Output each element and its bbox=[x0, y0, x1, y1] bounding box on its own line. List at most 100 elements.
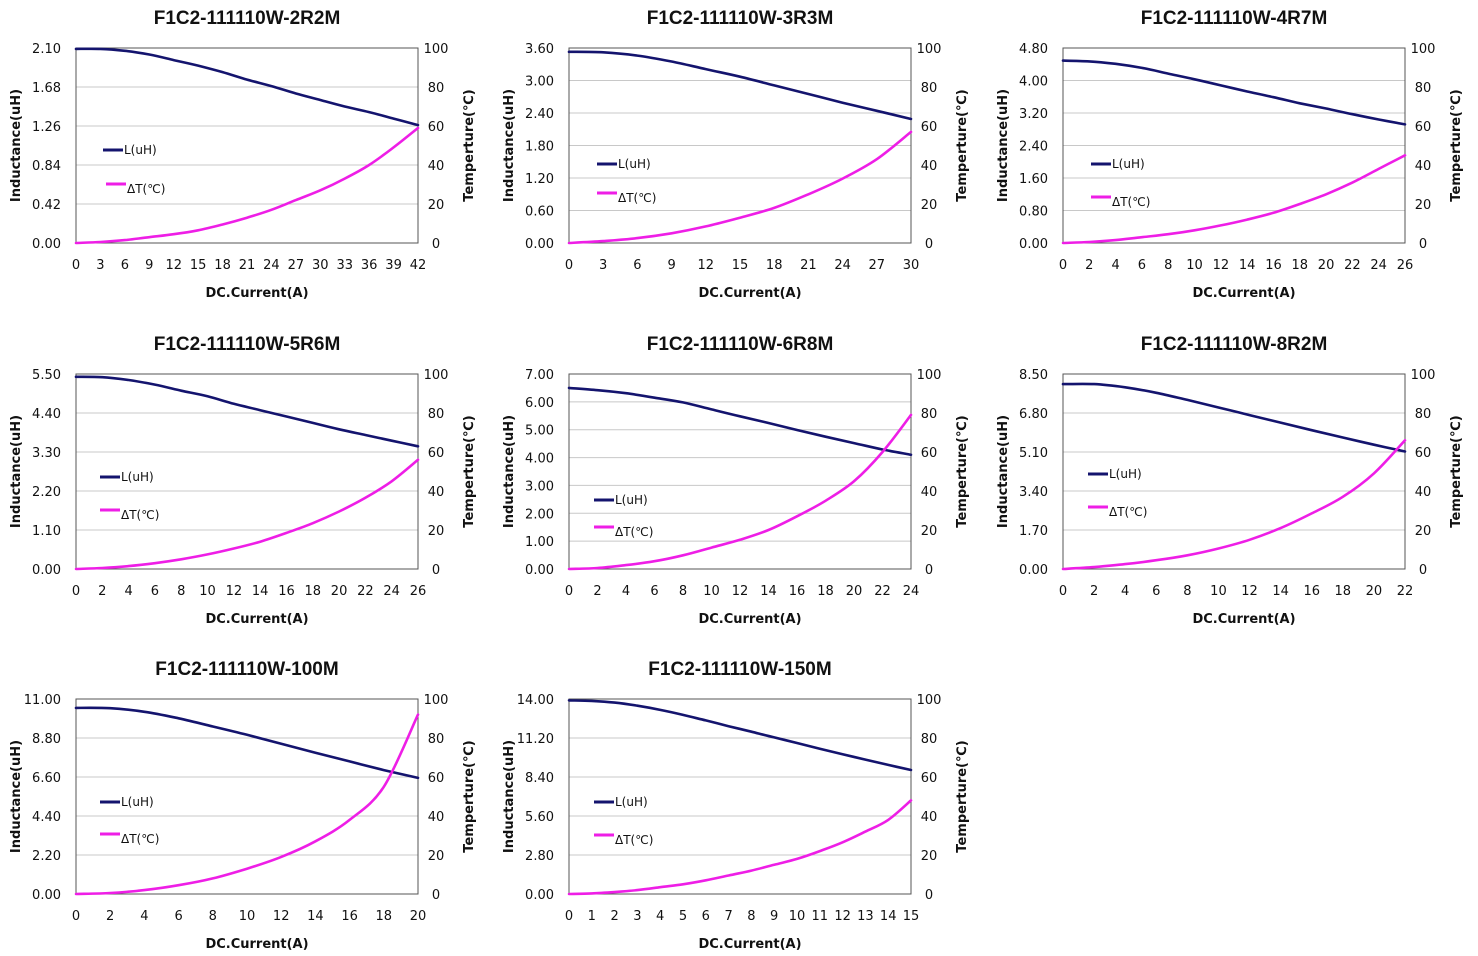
temperature-series-line bbox=[1061, 154, 1407, 245]
inductance-series-line bbox=[567, 699, 913, 772]
x-tick-label: 15 bbox=[732, 258, 749, 273]
legend-label-temperature: ΔT(℃) bbox=[1112, 195, 1150, 209]
x-tick-label: 12 bbox=[1241, 584, 1258, 599]
x-tick-label: 11 bbox=[812, 909, 829, 924]
y2-tick-label: 100 bbox=[917, 42, 942, 57]
y2-tick-label: 40 bbox=[921, 159, 938, 174]
x-tick-label: 36 bbox=[361, 258, 378, 273]
legend-label-temperature: ΔT(℃) bbox=[615, 833, 653, 847]
y2-tick-label: 100 bbox=[917, 368, 942, 383]
y-axis-label: Inductance(uH) bbox=[996, 89, 1011, 202]
x-tick-label: 30 bbox=[903, 258, 920, 273]
y2-tick-label: 60 bbox=[428, 120, 445, 135]
y2-tick-label: 20 bbox=[428, 524, 445, 539]
y-tick-label: 0.00 bbox=[32, 563, 61, 578]
y2-tick-label: 40 bbox=[1415, 485, 1432, 500]
x-tick-label: 12 bbox=[165, 258, 182, 273]
x-axis-label: DC.Current(A) bbox=[1192, 286, 1295, 301]
y-tick-label: 5.50 bbox=[32, 368, 61, 383]
x-tick-label: 24 bbox=[263, 258, 280, 273]
x-tick-label: 20 bbox=[1366, 584, 1383, 599]
x-tick-label: 9 bbox=[770, 909, 778, 924]
x-tick-label: 20 bbox=[331, 584, 348, 599]
y-tick-label: 3.60 bbox=[525, 42, 554, 57]
chart-title: F1C2-111110W-2R2M bbox=[154, 8, 341, 29]
x-tick-label: 6 bbox=[702, 909, 710, 924]
y-tick-label: 5.10 bbox=[1019, 446, 1048, 461]
y-tick-label: 1.20 bbox=[525, 172, 554, 187]
x-tick-label: 6 bbox=[121, 258, 129, 273]
x-tick-label: 14 bbox=[1272, 584, 1289, 599]
x-tick-label: 6 bbox=[1138, 258, 1146, 273]
y2-axis-label: Temperture(℃) bbox=[1449, 415, 1464, 527]
x-tick-label: 2 bbox=[106, 909, 114, 924]
inductance-series-line bbox=[567, 386, 913, 457]
plot-frame bbox=[568, 47, 912, 244]
x-tick-label: 15 bbox=[903, 909, 920, 924]
chart-title: F1C2-111110W-3R3M bbox=[647, 8, 834, 29]
x-tick-label: 26 bbox=[410, 584, 427, 599]
y-tick-label: 1.68 bbox=[32, 81, 61, 96]
x-tick-label: 12 bbox=[226, 584, 243, 599]
y-tick-label: 6.60 bbox=[32, 771, 61, 786]
y-tick-label: 1.00 bbox=[525, 535, 554, 550]
x-tick-label: 39 bbox=[385, 258, 402, 273]
x-tick-label: 12 bbox=[834, 909, 851, 924]
x-tick-label: 4 bbox=[656, 909, 664, 924]
x-tick-label: 22 bbox=[874, 584, 891, 599]
y-tick-label: 0.00 bbox=[525, 237, 554, 252]
x-tick-label: 27 bbox=[288, 258, 305, 273]
inductance-series-line bbox=[1061, 382, 1407, 453]
x-tick-label: 8 bbox=[1183, 584, 1191, 599]
y-tick-label: 2.20 bbox=[32, 485, 61, 500]
x-tick-label: 0 bbox=[1059, 258, 1067, 273]
x-tick-label: 0 bbox=[72, 258, 80, 273]
y-tick-label: 2.20 bbox=[32, 849, 61, 864]
x-tick-label: 16 bbox=[1265, 258, 1282, 273]
x-tick-label: 4 bbox=[140, 909, 148, 924]
y-tick-label: 11.00 bbox=[24, 693, 61, 708]
y-tick-label: 3.30 bbox=[32, 446, 61, 461]
y-tick-label: 4.80 bbox=[1019, 42, 1048, 57]
x-tick-label: 12 bbox=[732, 584, 749, 599]
x-tick-label: 8 bbox=[679, 584, 687, 599]
x-tick-label: 10 bbox=[1186, 258, 1203, 273]
chart-4: F1C2-111110W-5R6M 0.00 1.10 2.20 3.30 4.40 5.5… bbox=[9, 334, 477, 627]
y-tick-label: 4.40 bbox=[32, 407, 61, 422]
x-tick-label: 18 bbox=[817, 584, 834, 599]
legend-label-inductance: L(uH) bbox=[1112, 157, 1145, 171]
chart-8: F1C2-111110W-150M0.002.805.608.4011.2014… bbox=[502, 659, 970, 952]
x-tick-label: 22 bbox=[1397, 584, 1414, 599]
y-tick-label: 3.40 bbox=[1019, 485, 1048, 500]
x-tick-label: 20 bbox=[410, 909, 427, 924]
x-tick-label: 9 bbox=[667, 258, 675, 273]
x-axis-label: DC.Current(A) bbox=[698, 612, 801, 627]
temperature-series-line bbox=[74, 126, 420, 245]
x-tick-label: 26 bbox=[1397, 258, 1414, 273]
y-tick-label: 3.20 bbox=[1019, 107, 1048, 122]
plot-frame bbox=[568, 698, 912, 895]
y2-tick-label: 0 bbox=[1419, 563, 1427, 578]
chart-title: F1C2-111110W-100M bbox=[155, 659, 338, 680]
x-tick-label: 4 bbox=[1121, 584, 1129, 599]
x-axis-label: DC.Current(A) bbox=[205, 612, 308, 627]
inductance-series-line bbox=[74, 706, 420, 780]
x-tick-label: 0 bbox=[565, 909, 573, 924]
x-tick-label: 2 bbox=[610, 909, 618, 924]
legend-label-inductance: L(uH) bbox=[615, 493, 648, 507]
x-tick-label: 2 bbox=[1090, 584, 1098, 599]
y-axis-label: Inductance(uH) bbox=[502, 740, 517, 853]
x-tick-label: 12 bbox=[1213, 258, 1230, 273]
x-tick-label: 20 bbox=[1318, 258, 1335, 273]
chart-5: F1C2-111110W-6R8M 0.00 1.00 2.00 3.00 4.00 5.0… bbox=[502, 334, 970, 627]
x-tick-label: 16 bbox=[1303, 584, 1320, 599]
y2-tick-label: 20 bbox=[1415, 524, 1432, 539]
y2-tick-label: 0 bbox=[925, 237, 933, 252]
plot-frame bbox=[568, 373, 912, 570]
y-tick-label: 5.60 bbox=[525, 810, 554, 825]
y-tick-label: 0.84 bbox=[32, 159, 61, 174]
y2-tick-label: 100 bbox=[917, 693, 942, 708]
y2-tick-label: 100 bbox=[424, 368, 449, 383]
x-tick-label: 30 bbox=[312, 258, 329, 273]
inductance-series-line bbox=[74, 47, 420, 127]
